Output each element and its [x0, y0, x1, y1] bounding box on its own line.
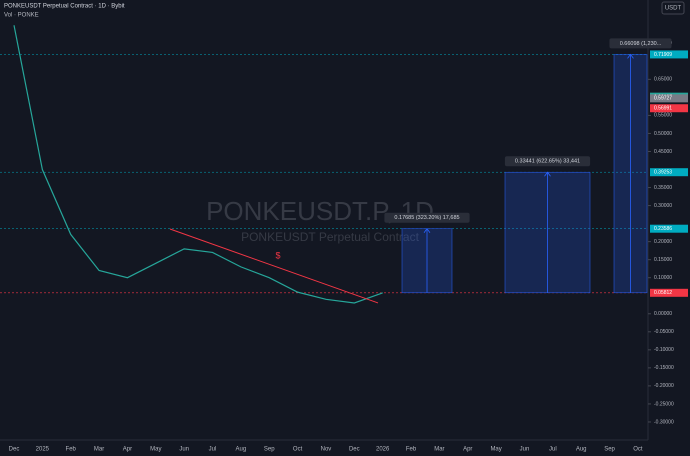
price-badge-label: 0.23586	[654, 226, 672, 232]
y-tick-label: 0.65000	[654, 77, 672, 83]
chart-title: PONKEUSDT Perpetual Contract · 1D · Bybi…	[4, 4, 125, 10]
x-tick-label: Nov	[321, 447, 332, 453]
arrow-head	[423, 228, 431, 233]
y-tick-label: 0.10000	[654, 275, 672, 281]
x-tick-label: 2025	[36, 447, 50, 453]
y-tick-label: -0.05000	[654, 329, 674, 335]
x-tick-label: Dec	[349, 447, 360, 453]
price-badge	[650, 224, 688, 233]
x-tick-label: Apr	[463, 447, 472, 453]
y-tick-label: 0.45000	[654, 149, 672, 155]
projection-label: 0.66098 (1,230...	[620, 41, 662, 47]
projection-label: 0.33441 (622.65%) 33,441	[515, 159, 580, 165]
projection-label-bg	[609, 38, 672, 49]
x-tick-label: Feb	[406, 447, 417, 453]
y-tick-label: 0.50000	[654, 131, 672, 137]
arrow-head	[627, 53, 634, 59]
y-tick-label: 0.00000	[654, 311, 672, 317]
price-badge	[650, 50, 688, 59]
price-badge	[650, 94, 688, 103]
price-badge	[650, 168, 688, 177]
arrow-head	[544, 171, 551, 177]
x-tick-label: Sep	[604, 447, 615, 453]
currency-button[interactable]	[661, 1, 685, 15]
x-tick-label: Sep	[264, 447, 275, 453]
price-badge	[650, 288, 688, 297]
x-tick-label: Feb	[66, 447, 77, 453]
y-tick-label: 0.30000	[654, 203, 672, 209]
projection-label-bg	[384, 212, 470, 223]
price-badge	[650, 104, 688, 113]
x-tick-label: Jul	[549, 447, 557, 453]
y-tick-label: -0.15000	[654, 365, 674, 371]
x-tick-label: Apr	[123, 447, 132, 453]
trendline	[169, 228, 379, 304]
currency-label[interactable]: USDT	[665, 6, 682, 12]
watermark-subtitle: PONKEUSDT Perpetual Contract	[241, 230, 420, 244]
x-tick-label: 2026	[376, 447, 390, 453]
x-tick-label: Jun	[520, 447, 530, 453]
projection-label: 0.17685 (323.20%) 17,685	[394, 215, 459, 221]
y-tick-label: 0.35000	[654, 185, 672, 191]
y-tick-label: -0.30000	[654, 419, 674, 425]
x-tick-label: Mar	[434, 447, 444, 453]
y-tick-label: 0.55000	[654, 113, 672, 119]
y-tick-label: 0.15000	[654, 257, 672, 263]
y-tick-label: 0.20000	[654, 239, 672, 245]
y-tick-label: -0.25000	[654, 401, 674, 407]
x-tick-label: Jun	[179, 447, 189, 453]
projection-label-bg	[504, 156, 591, 167]
y-tick-label: -0.20000	[654, 383, 674, 389]
x-tick-label: Mar	[94, 447, 104, 453]
x-tick-label: May	[150, 447, 161, 453]
price-badge-label: 0.59727	[654, 96, 672, 102]
trendline-annotation: $	[275, 250, 280, 260]
price-badge-label: 0.05812	[654, 290, 672, 296]
price-badge-label: 0.71909	[654, 52, 672, 58]
chart-subtitle: Vol · PONKE	[4, 13, 39, 19]
x-tick-label: Oct	[293, 447, 303, 453]
x-tick-label: May	[490, 447, 501, 453]
x-tick-label: Jul	[209, 447, 217, 453]
x-tick-label: Aug	[576, 447, 587, 453]
price-line	[13, 25, 383, 304]
x-tick-label: Aug	[236, 447, 247, 453]
price-badge-label: 0.39253	[654, 170, 672, 176]
x-tick-label: Oct	[633, 447, 643, 453]
x-tick-label: Dec	[9, 447, 20, 453]
y-tick-label: -0.10000	[654, 347, 674, 353]
price-badge-label: 0.56991	[654, 106, 672, 112]
